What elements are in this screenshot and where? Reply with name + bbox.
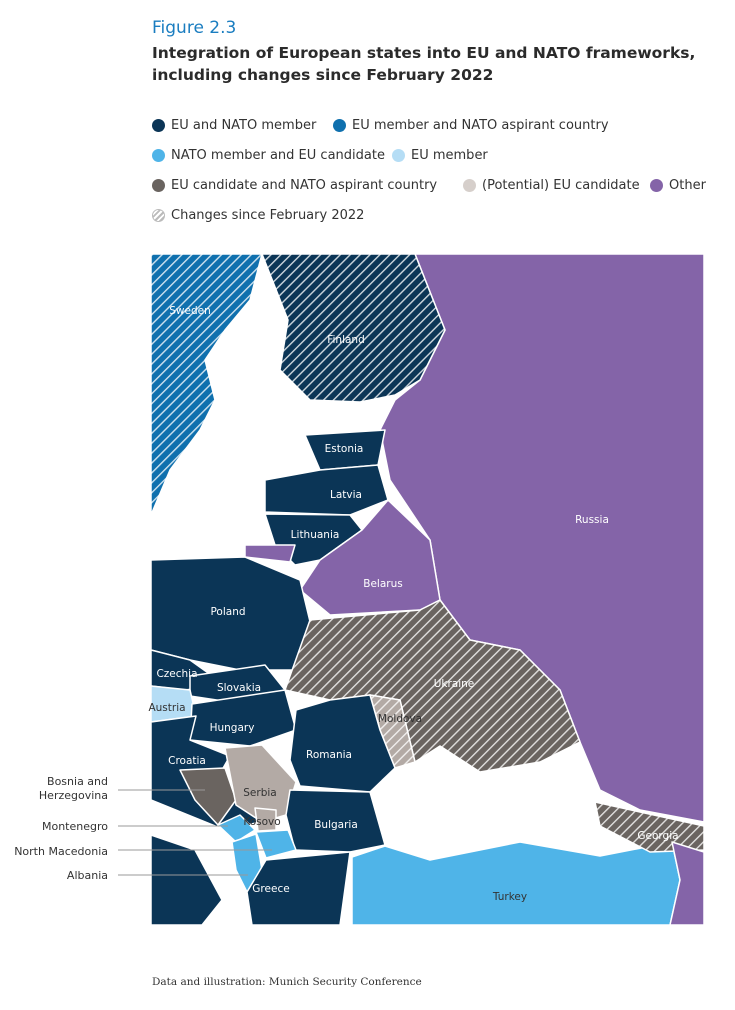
- callout-north-macedonia: North Macedonia: [14, 845, 108, 858]
- country-greece: [246, 851, 351, 926]
- label-sweden: Sweden: [169, 305, 211, 317]
- label-poland: Poland: [210, 606, 245, 618]
- label-romania: Romania: [306, 749, 352, 761]
- figure-label: Figure 2.3: [152, 18, 237, 38]
- legend-dot-icon: [463, 179, 476, 192]
- label-kosovo: Kosovo: [243, 816, 280, 828]
- label-austria: Austria: [148, 702, 185, 714]
- legend-label: (Potential) EU candidate: [482, 178, 640, 193]
- legend-label: EU member and NATO aspirant country: [352, 118, 609, 133]
- legend-dot-icon: [152, 179, 165, 192]
- country-kaliningrad: [244, 544, 296, 563]
- callout-albania: Albania: [67, 869, 108, 882]
- country-romania: [289, 694, 396, 793]
- label-bulgaria: Bulgaria: [314, 819, 358, 831]
- label-georgia: Georgia: [637, 830, 678, 842]
- legend-label: NATO member and EU candidate: [171, 148, 385, 163]
- legend-label: Other: [669, 178, 706, 193]
- label-finland: Finland: [327, 334, 365, 346]
- label-hungary: Hungary: [210, 722, 255, 734]
- legend-label: EU member: [411, 148, 488, 163]
- country-turkey: [351, 841, 681, 926]
- label-ukraine: Ukraine: [434, 678, 475, 690]
- label-russia: Russia: [575, 514, 609, 526]
- label-czechia: Czechia: [156, 668, 197, 680]
- label-slovakia: Slovakia: [217, 682, 261, 694]
- legend-eu-nato-aspirant: EU member and NATO aspirant country: [333, 118, 609, 133]
- label-serbia: Serbia: [243, 787, 276, 799]
- label-belarus: Belarus: [363, 578, 402, 590]
- callout-bosnia-line1: Bosnia and: [47, 775, 108, 788]
- label-lithuania: Lithuania: [291, 529, 340, 541]
- country-italy: [150, 834, 223, 926]
- country-north-macedonia: [255, 829, 297, 859]
- country-bosnia: [179, 767, 237, 826]
- figure-title: Integration of European states into EU a…: [152, 44, 696, 84]
- country-finland: [261, 253, 446, 403]
- legend-potential-eu-candidate: (Potential) EU candidate: [463, 178, 640, 193]
- callout-bosnia-line2: Herzegovina: [39, 789, 108, 802]
- legend-dot-icon: [650, 179, 663, 192]
- country-sweden: [150, 253, 263, 516]
- label-latvia: Latvia: [330, 489, 362, 501]
- country-caucasus-other: [669, 841, 705, 926]
- label-moldova: Moldova: [378, 713, 422, 725]
- country-georgia: [594, 801, 705, 853]
- legend-dot-icon: [152, 119, 165, 132]
- legend-dot-icon: [333, 119, 346, 132]
- legend-label: EU and NATO member: [171, 118, 317, 133]
- source-note: Data and illustration: Munich Security C…: [152, 976, 422, 988]
- label-croatia: Croatia: [168, 755, 206, 767]
- legend-dot-icon: [152, 149, 165, 162]
- legend-eu-nato: EU and NATO member: [152, 118, 316, 133]
- legend-label: Changes since February 2022: [171, 208, 365, 223]
- label-estonia: Estonia: [325, 443, 364, 455]
- label-greece: Greece: [252, 883, 289, 895]
- country-latvia: [264, 464, 389, 516]
- legend-eu-member: EU member: [392, 148, 488, 163]
- legend-eu-candidate-nato-aspirant: EU candidate and NATO aspirant country: [152, 178, 437, 193]
- legend-other: Other: [650, 178, 706, 193]
- callout-montenegro: Montenegro: [42, 820, 108, 833]
- legend-label: EU candidate and NATO aspirant country: [171, 178, 438, 193]
- legend-dot-icon: [392, 149, 405, 162]
- label-turkey: Turkey: [492, 891, 527, 903]
- legend-changes: Changes since February 2022: [152, 208, 364, 223]
- legend-nato-eu-candidate: NATO member and EU candidate: [152, 148, 385, 163]
- hatch-icon: [152, 209, 165, 222]
- country-montenegro: [217, 814, 256, 843]
